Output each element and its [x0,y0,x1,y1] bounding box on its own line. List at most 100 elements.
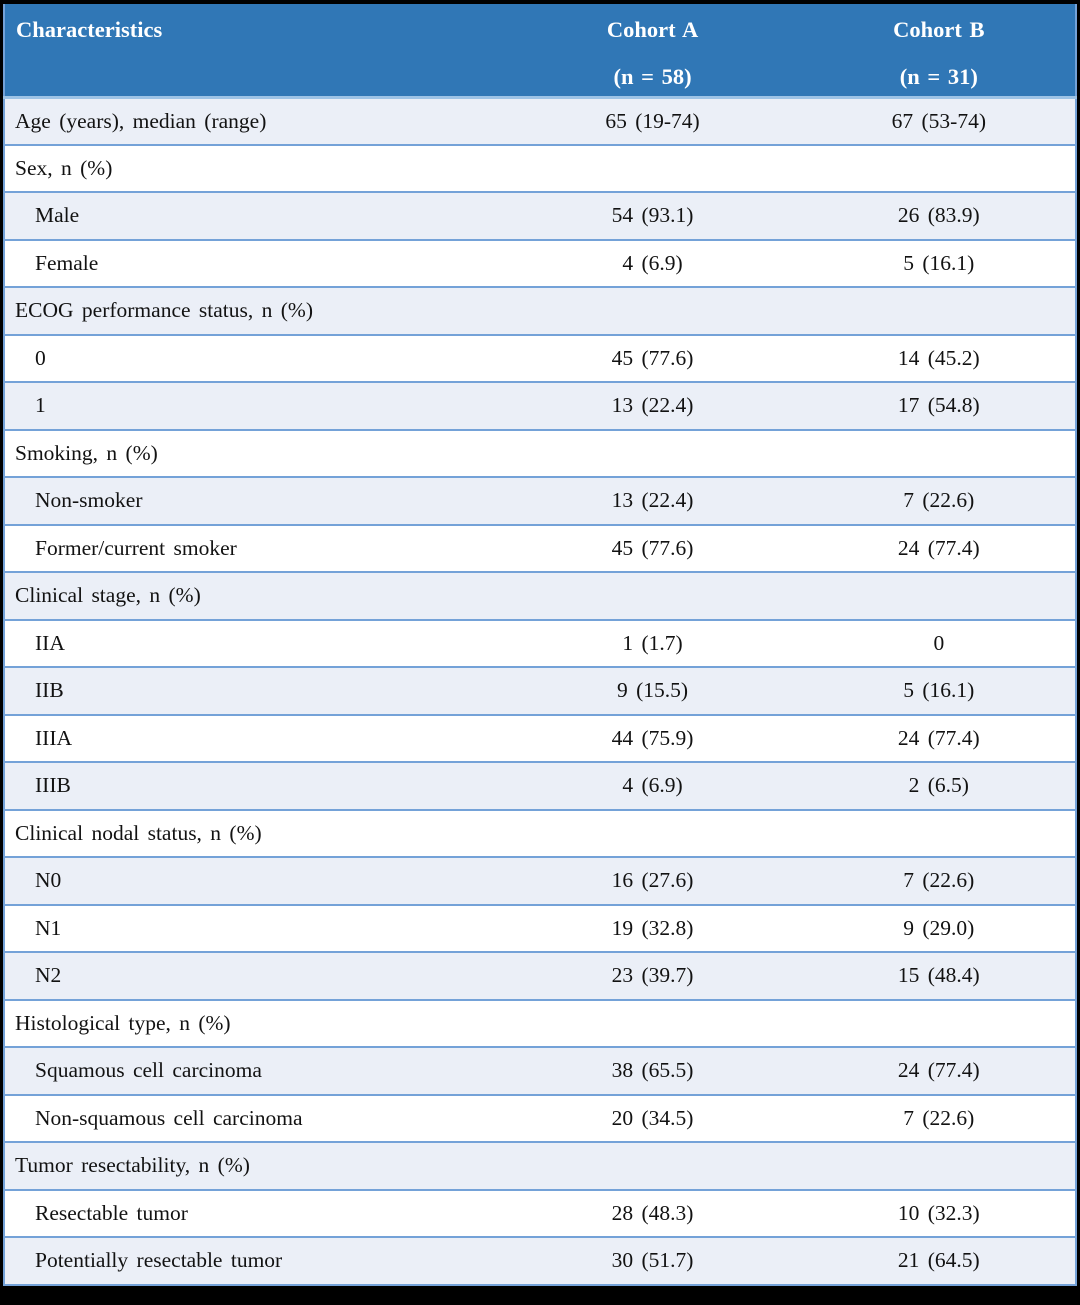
baseline-characteristics-table: Characteristics Cohort A (n = 58) Cohort… [3,4,1077,1286]
cohort-a-value [502,1141,803,1190]
cohort-b-value: 14 (45.2) [802,333,1076,382]
header-cohort-b-label: Cohort B [893,17,985,42]
cohort-a-value: 45 (77.6) [502,523,803,572]
row-label: 1 [4,381,503,430]
table-row: Squamous cell carcinoma 38 (65.5) 24 (77… [4,1046,1076,1095]
cohort-a-value: 30 (51.7) [502,1236,803,1285]
row-label: Male [4,191,503,240]
table-row: Female 4 (6.9) 5 (16.1) [4,238,1076,287]
row-label: N1 [4,903,503,952]
cohort-b-value [802,571,1076,620]
cohort-b-value: 26 (83.9) [802,191,1076,240]
table-row: Sex, n (%) [4,143,1076,192]
cohort-b-value: 0 [802,618,1076,667]
header-cohort-b: Cohort B (n = 31) [802,4,1076,99]
row-label: N0 [4,856,503,905]
cohort-b-value [802,1141,1076,1190]
header-cohort-a-n: (n = 58) [613,64,692,89]
header-cohort-a-label: Cohort A [606,17,699,42]
table-row: ECOG performance status, n (%) [4,286,1076,335]
cohort-a-value: 28 (48.3) [502,1188,803,1237]
table-row: IIA 1 (1.7) 0 [4,618,1076,667]
cohort-b-value: 5 (16.1) [802,238,1076,287]
cohort-b-value: 9 (29.0) [802,903,1076,952]
row-label: Clinical stage, n (%) [4,571,503,620]
row-label: IIIB [4,761,503,810]
row-label: Potentially resectable tumor [4,1236,503,1285]
cohort-b-value: 17 (54.8) [802,381,1076,430]
row-label: Former/current smoker [4,523,503,572]
row-label: Smoking, n (%) [4,428,503,477]
cohort-b-value: 7 (22.6) [802,1093,1076,1142]
table-row: 0 45 (77.6) 14 (45.2) [4,333,1076,382]
header-cohort-b-n: (n = 31) [899,64,978,89]
cohort-a-value: 45 (77.6) [502,333,803,382]
cohort-b-value: 67 (53-74) [802,96,1076,145]
row-label: Sex, n (%) [4,143,503,192]
row-label: Age (years), median (range) [4,96,503,145]
row-label: Female [4,238,503,287]
table-row: Non-squamous cell carcinoma 20 (34.5) 7 … [4,1093,1076,1142]
cohort-b-value [802,143,1076,192]
cohort-a-value [502,428,803,477]
table-row: IIIB 4 (6.9) 2 (6.5) [4,761,1076,810]
row-label: ECOG performance status, n (%) [4,286,503,335]
cohort-b-value [802,428,1076,477]
cohort-b-value [802,808,1076,857]
header-cohort-a: Cohort A (n = 58) [502,4,803,99]
row-label: Squamous cell carcinoma [4,1046,503,1095]
cohort-a-value: 4 (6.9) [502,238,803,287]
table-row: Male 54 (93.1) 26 (83.9) [4,191,1076,240]
cohort-a-value: 65 (19-74) [502,96,803,145]
table-row: N2 23 (39.7) 15 (48.4) [4,951,1076,1000]
table-row: IIB 9 (15.5) 5 (16.1) [4,666,1076,715]
cohort-a-value: 19 (32.8) [502,903,803,952]
row-label: Non-squamous cell carcinoma [4,1093,503,1142]
cohort-b-value [802,998,1076,1047]
cohort-a-value [502,143,803,192]
table-row: Clinical stage, n (%) [4,571,1076,620]
cohort-a-value [502,286,803,335]
table-row: 1 13 (22.4) 17 (54.8) [4,381,1076,430]
table-row: Non-smoker 13 (22.4) 7 (22.6) [4,476,1076,525]
header-characteristics: Characteristics [4,4,503,99]
cohort-a-value: 23 (39.7) [502,951,803,1000]
table-row: Smoking, n (%) [4,428,1076,477]
row-label: Clinical nodal status, n (%) [4,808,503,857]
row-label: Tumor resectability, n (%) [4,1141,503,1190]
table-row: Age (years), median (range) 65 (19-74) 6… [4,96,1076,145]
table-row: Tumor resectability, n (%) [4,1141,1076,1190]
cohort-a-value: 13 (22.4) [502,476,803,525]
cohort-b-value: 2 (6.5) [802,761,1076,810]
table-row: Former/current smoker 45 (77.6) 24 (77.4… [4,523,1076,572]
row-label: IIB [4,666,503,715]
row-label: Non-smoker [4,476,503,525]
row-label: Histological type, n (%) [4,998,503,1047]
table-row: N0 16 (27.6) 7 (22.6) [4,856,1076,905]
cohort-b-value: 24 (77.4) [802,713,1076,762]
table-row: Histological type, n (%) [4,998,1076,1047]
header-row: Characteristics Cohort A (n = 58) Cohort… [4,4,1076,99]
cohort-b-value: 5 (16.1) [802,666,1076,715]
table-row: IIIA 44 (75.9) 24 (77.4) [4,713,1076,762]
cohort-b-value: 24 (77.4) [802,1046,1076,1095]
row-label: IIA [4,618,503,667]
cohort-a-value [502,998,803,1047]
cohort-a-value: 9 (15.5) [502,666,803,715]
cohort-b-value [802,286,1076,335]
table-row: Potentially resectable tumor 30 (51.7) 2… [4,1236,1076,1285]
row-label: IIIA [4,713,503,762]
row-label: Resectable tumor [4,1188,503,1237]
cohort-b-value: 7 (22.6) [802,856,1076,905]
header-characteristics-label: Characteristics [16,17,163,42]
table-header: Characteristics Cohort A (n = 58) Cohort… [4,4,1076,99]
cohort-a-value: 4 (6.9) [502,761,803,810]
cohort-a-value: 54 (93.1) [502,191,803,240]
cohort-a-value: 1 (1.7) [502,618,803,667]
table-body: Age (years), median (range) 65 (19-74) 6… [4,96,1076,1285]
cohort-a-value [502,808,803,857]
cohort-b-value: 21 (64.5) [802,1236,1076,1285]
cohort-b-value: 10 (32.3) [802,1188,1076,1237]
cohort-b-value: 7 (22.6) [802,476,1076,525]
